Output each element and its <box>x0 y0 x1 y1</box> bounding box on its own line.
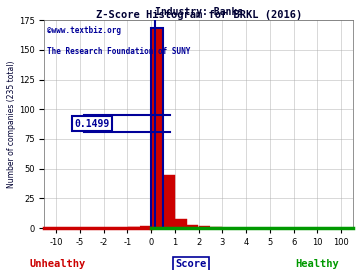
Bar <box>163 175 175 228</box>
Bar <box>152 28 163 228</box>
Text: Unhealthy: Unhealthy <box>30 259 86 269</box>
Bar <box>140 226 151 228</box>
Text: Score: Score <box>175 259 206 269</box>
Title: Z-Score Histogram for BRKL (2016): Z-Score Histogram for BRKL (2016) <box>95 10 302 20</box>
Bar <box>187 225 198 228</box>
Bar <box>152 28 163 228</box>
Text: Healthy: Healthy <box>295 259 339 269</box>
Bar <box>199 226 210 228</box>
Text: ©www.textbiz.org: ©www.textbiz.org <box>48 26 121 35</box>
Text: The Research Foundation of SUNY: The Research Foundation of SUNY <box>48 47 191 56</box>
Bar <box>211 227 222 228</box>
Y-axis label: Number of companies (235 total): Number of companies (235 total) <box>7 60 16 188</box>
Text: 0.1499: 0.1499 <box>74 119 109 129</box>
Text: Industry: Banks: Industry: Banks <box>155 7 243 17</box>
Bar <box>175 219 186 228</box>
Bar <box>128 227 139 228</box>
